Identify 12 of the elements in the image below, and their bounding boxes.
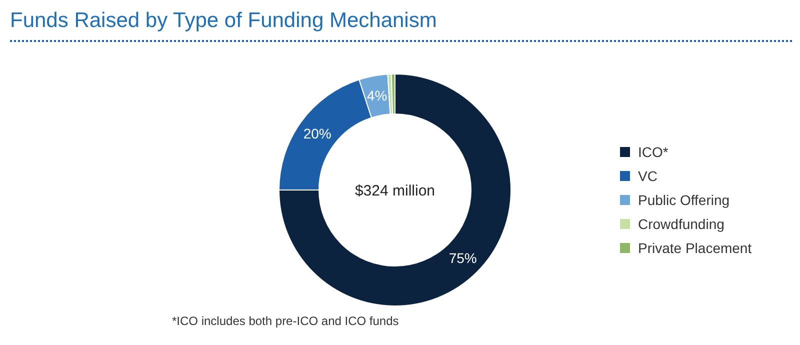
legend-label: ICO* bbox=[638, 144, 669, 160]
data-label: 75% bbox=[448, 250, 477, 266]
data-label: 20% bbox=[303, 125, 332, 142]
legend-label: Public Offering bbox=[638, 192, 730, 208]
text: $324 million bbox=[354, 182, 436, 200]
legend-label: VC bbox=[638, 168, 658, 184]
text: *ICO includes both pre-ICO and ICO funds bbox=[172, 314, 399, 328]
legend-label: Crowdfunding bbox=[638, 216, 724, 232]
chart-title: Funds Raised by Type of Funding Mechanism bbox=[10, 9, 437, 32]
legend-label: Private Placement bbox=[638, 240, 752, 256]
data-label: 4% bbox=[366, 88, 388, 104]
donut-slice bbox=[278, 74, 512, 306]
